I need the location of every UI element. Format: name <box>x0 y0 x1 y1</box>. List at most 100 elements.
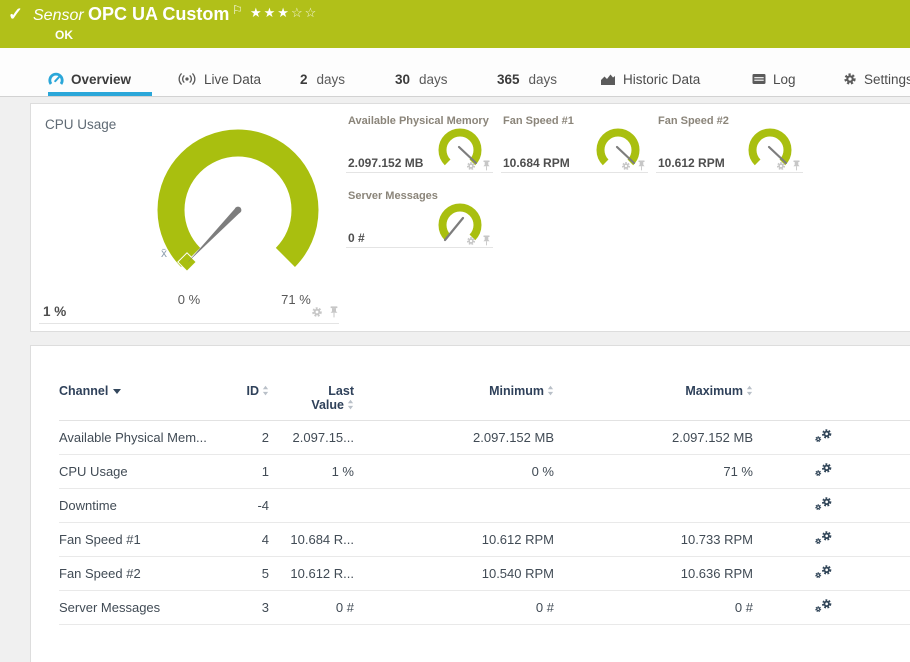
channel-table: Channel ID Last Value Minimum Maximum Av… <box>59 384 910 625</box>
gear-icon[interactable] <box>311 306 323 318</box>
channel-name: Fan Speed #1 <box>59 532 141 547</box>
sort-icon <box>746 385 753 396</box>
gauges-panel: CPU Usage x̄ 0 % 71 % 1 % Available Phys… <box>30 103 910 332</box>
channel-id: 4 <box>261 532 269 547</box>
fan-speed-1-gauge <box>596 128 640 166</box>
channel-settings-icon[interactable] <box>814 598 833 614</box>
stars-empty[interactable]: ☆☆ <box>290 5 319 20</box>
channel-id: 5 <box>261 566 269 581</box>
channel-maximum: 71 % <box>723 464 753 479</box>
column-header-maximum-label: Maximum <box>685 384 743 398</box>
pin-icon[interactable] <box>329 306 339 318</box>
channel-last-value: 10.684 R... <box>290 532 354 547</box>
table-row: Fan Speed #1 4 10.684 R... 10.612 RPM 10… <box>59 523 910 557</box>
tab-2-days-label: days <box>316 71 346 87</box>
primary-gauge-value: 1 % <box>43 304 67 319</box>
column-header-minimum[interactable]: Minimum <box>354 384 554 398</box>
tab-2-days-number: 2 <box>300 71 308 87</box>
channel-last-value: 10.612 R... <box>290 566 354 581</box>
channel-minimum: 10.540 RPM <box>481 566 554 581</box>
gear-icon[interactable] <box>621 161 631 171</box>
server-messages-gauge <box>438 203 482 242</box>
tab-bar: Overview Live Data 2 days 30 days 365 da… <box>0 48 910 97</box>
pin-icon[interactable] <box>637 160 646 171</box>
tab-historic-data-label: Historic Data <box>623 71 701 87</box>
tab-365-days-label: days <box>528 71 558 87</box>
tab-log[interactable]: Log <box>752 62 796 96</box>
channel-id: 1 <box>261 464 269 479</box>
tab-overview[interactable]: Overview <box>48 62 152 96</box>
channel-name: Downtime <box>59 498 117 513</box>
channel-minimum: 10.612 RPM <box>481 532 554 547</box>
channel-maximum: 0 # <box>734 600 753 615</box>
mini-gauge-title: Fan Speed #1 <box>503 115 574 127</box>
channel-settings-icon[interactable] <box>814 428 833 444</box>
channel-maximum: 10.733 RPM <box>680 532 753 547</box>
tab-live-data[interactable]: Live Data <box>177 62 261 96</box>
pin-icon[interactable] <box>482 235 491 246</box>
tab-historic-data[interactable]: Historic Data <box>600 62 700 96</box>
cpu-usage-gauge <box>157 129 319 272</box>
channel-minimum: 2.097.152 MB <box>473 430 554 445</box>
tab-2-days[interactable]: 2 days <box>300 62 345 96</box>
tab-30-days[interactable]: 30 days <box>395 62 448 96</box>
fan-speed-2-gauge <box>748 128 792 166</box>
priority-stars[interactable]: ★★★☆☆ <box>250 5 318 21</box>
gauge-value-marker <box>177 252 197 272</box>
table-row: Server Messages 3 0 # 0 # 0 # <box>59 591 910 625</box>
channel-minimum: 0 # <box>535 600 554 615</box>
mini-gauge-value: 0 # <box>348 231 365 245</box>
channel-id: -4 <box>257 498 269 513</box>
status-ok-check-icon: ✓ <box>8 4 24 24</box>
channel-id: 2 <box>261 430 269 445</box>
tab-live-data-label: Live Data <box>204 71 262 87</box>
gear-icon <box>843 72 857 86</box>
channel-minimum: 0 % <box>531 464 554 479</box>
sensor-status-badge: OK <box>55 28 73 42</box>
gauge-max-label: 71 % <box>281 292 311 307</box>
channel-maximum: 2.097.152 MB <box>672 430 753 445</box>
column-header-last-value[interactable]: Last Value <box>269 384 354 412</box>
table-header-row: Channel ID Last Value Minimum Maximum <box>59 384 910 421</box>
mini-gauge-title: Available Physical Memory <box>348 115 489 127</box>
channel-name: CPU Usage <box>59 464 128 479</box>
tab-365-days[interactable]: 365 days <box>497 62 557 96</box>
channel-settings-icon[interactable] <box>814 530 833 546</box>
gauge-needle <box>187 207 241 263</box>
mini-gauge-value: 10.684 RPM <box>503 156 570 170</box>
sensor-kind-label: Sensor <box>33 7 84 24</box>
tab-settings-label: Settings <box>864 71 910 87</box>
gear-icon[interactable] <box>466 161 476 171</box>
column-header-channel[interactable]: Channel <box>59 384 229 398</box>
channel-settings-icon[interactable] <box>814 496 833 512</box>
channel-last-value: 1 % <box>331 464 354 479</box>
tab-30-days-number: 30 <box>395 71 411 87</box>
gauge-needle <box>615 145 636 165</box>
divider <box>39 323 339 324</box>
tab-settings[interactable]: Settings <box>843 62 910 96</box>
table-row: Fan Speed #2 5 10.612 R... 10.540 RPM 10… <box>59 557 910 591</box>
gear-icon[interactable] <box>776 161 786 171</box>
column-header-id-label: ID <box>246 384 260 398</box>
column-header-channel-label: Channel <box>59 384 109 398</box>
stars-filled[interactable]: ★★★ <box>250 5 291 20</box>
column-header-minimum-label: Minimum <box>489 384 544 398</box>
sort-icon <box>547 385 554 396</box>
channel-settings-icon[interactable] <box>814 462 833 478</box>
column-header-id[interactable]: ID <box>229 384 269 398</box>
column-header-maximum[interactable]: Maximum <box>554 384 753 398</box>
sensor-title: OPC UA Custom <box>88 4 230 24</box>
mini-gauge-title: Server Messages <box>348 190 438 202</box>
pin-icon[interactable] <box>792 160 801 171</box>
table-row: Available Physical Mem... 2 2.097.15... … <box>59 421 910 455</box>
mini-gauge-available-physical-memory: Available Physical Memory 2.097.152 MB <box>346 114 493 173</box>
sort-desc-icon <box>113 389 122 394</box>
mini-gauge-title: Fan Speed #2 <box>658 115 729 127</box>
mini-gauge-value: 10.612 RPM <box>658 156 725 170</box>
column-header-last-label: Last <box>328 384 354 398</box>
gear-icon[interactable] <box>466 236 476 246</box>
channel-settings-icon[interactable] <box>814 564 833 580</box>
gauge-needle <box>767 145 788 165</box>
pin-icon[interactable] <box>482 160 491 171</box>
mini-gauge-value: 2.097.152 MB <box>348 156 424 170</box>
